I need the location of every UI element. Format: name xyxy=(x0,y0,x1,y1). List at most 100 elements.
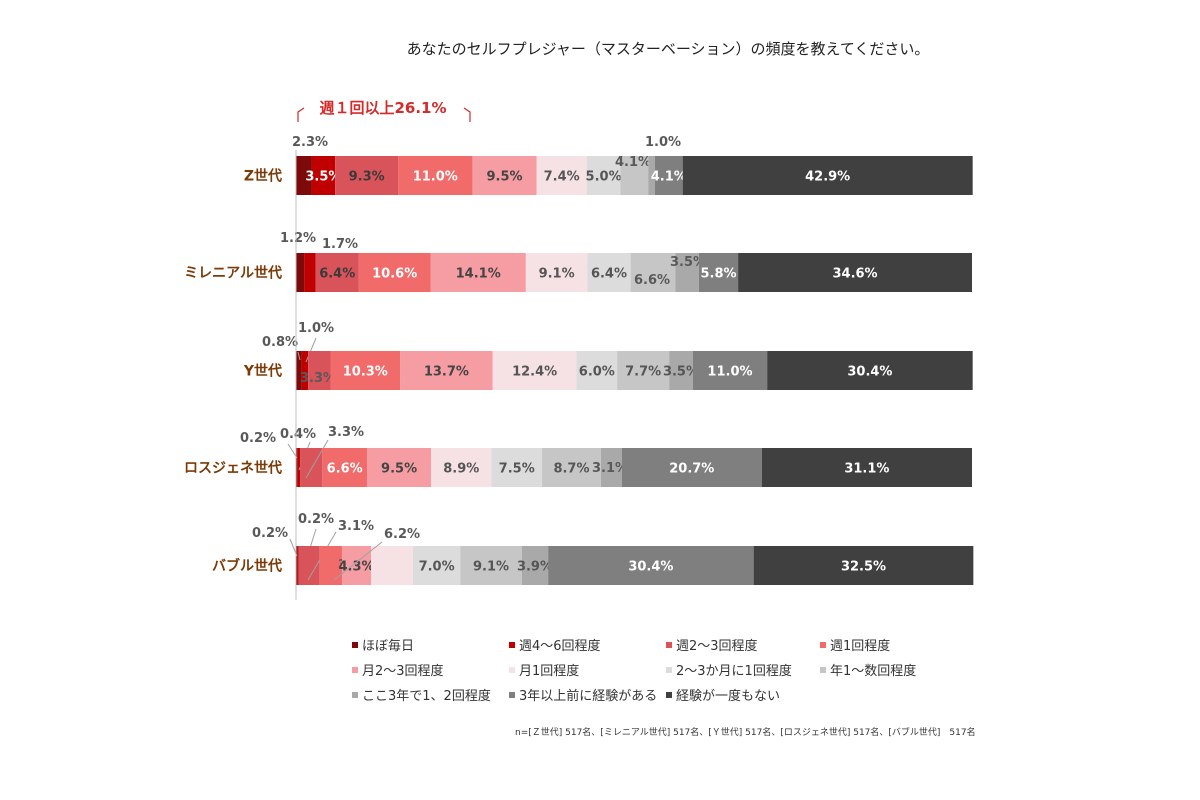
data-label: 6.6% xyxy=(327,462,363,477)
bar-segment xyxy=(301,351,309,390)
data-label: 1.2% xyxy=(280,231,316,246)
legend-label: 月1回程度 xyxy=(519,663,579,679)
bar-segment xyxy=(600,448,622,487)
bar-segment xyxy=(296,351,302,390)
legend-item: ここ3年で1、2回程度 xyxy=(352,688,491,704)
weekly-bracket: 週１回以上26.1% xyxy=(297,99,471,122)
bar-segment xyxy=(322,448,367,487)
bar-segment xyxy=(682,156,973,195)
bar-segment xyxy=(491,448,543,487)
bracket-right xyxy=(463,107,471,122)
bar-segment xyxy=(654,156,683,195)
bar-segment xyxy=(586,156,621,195)
bar-segment xyxy=(298,546,320,585)
bar-segment xyxy=(297,448,301,487)
bar-segment xyxy=(698,253,739,292)
bar-segment xyxy=(548,546,754,585)
legend-item: 週2～3回程度 xyxy=(666,638,758,654)
data-label: 5.8% xyxy=(700,267,736,282)
bar-segment xyxy=(330,351,401,390)
bar-segment xyxy=(366,448,432,487)
data-label: 4.3% xyxy=(338,560,374,575)
legend-swatch xyxy=(820,642,826,648)
bar-segment xyxy=(767,351,973,390)
data-label: 0.4% xyxy=(280,427,316,442)
bar-segment xyxy=(620,156,649,195)
legend-swatch xyxy=(352,667,358,673)
bar-segment xyxy=(358,253,431,292)
data-label: 10.3% xyxy=(343,365,388,380)
bar-segment xyxy=(738,253,972,292)
data-label: 30.4% xyxy=(847,365,892,380)
data-label: 7.7% xyxy=(625,365,661,380)
data-label: 3.1% xyxy=(338,519,374,534)
bar-segment xyxy=(648,156,655,195)
bar-row: バブル世代0.2%0.2%3.1%3.3%4.3%6.2%7.0%9.1%3.9… xyxy=(212,512,974,585)
bar-segment xyxy=(398,156,473,195)
data-label: 12.4% xyxy=(512,365,557,380)
data-label: 3.5% xyxy=(663,365,699,380)
data-label: 3.3% xyxy=(300,371,336,386)
data-label: 3.3% xyxy=(328,425,364,440)
bar-segment xyxy=(315,253,359,292)
bar-segment xyxy=(296,546,298,585)
legend-swatch xyxy=(509,642,515,648)
legend-label: 年1～数回程度 xyxy=(830,663,916,679)
data-label: 4.1% xyxy=(615,155,651,170)
legend-label: 3年以上前に経験がある xyxy=(519,688,657,704)
bar-segment xyxy=(617,351,670,390)
data-label: 3.1% xyxy=(592,461,628,476)
legend-label: 週1回程度 xyxy=(830,638,890,654)
bar-segment xyxy=(304,253,316,292)
bar-segment xyxy=(296,448,298,487)
data-label: 10.6% xyxy=(372,267,417,282)
bar-segment xyxy=(297,546,299,585)
legend-item: 2～3か月に1回程度 xyxy=(666,663,792,679)
legend-item: 経験が一度もない xyxy=(666,688,780,704)
bar-segment xyxy=(761,448,972,487)
data-label: 6.0% xyxy=(579,365,615,380)
legend-label: 月2～3回程度 xyxy=(362,663,444,679)
leader-line xyxy=(297,351,301,361)
data-label: 14.1% xyxy=(456,267,501,282)
legend-swatch xyxy=(666,692,672,698)
data-label: 9.1% xyxy=(539,267,575,282)
bracket-left xyxy=(297,107,305,122)
data-label: 2.3% xyxy=(292,135,328,150)
data-label: 6.2% xyxy=(384,527,420,542)
bar-segment xyxy=(576,351,618,390)
legend-item: 月1回程度 xyxy=(509,663,579,679)
legend-item: 年1～数回程度 xyxy=(820,663,916,679)
legend-label: ほぼ毎日 xyxy=(362,638,414,654)
category-label: ミレニアル世代 xyxy=(184,265,282,282)
leader-line xyxy=(305,439,329,479)
bar-segment xyxy=(492,351,577,390)
legend-label: 週4～6回程度 xyxy=(519,638,601,654)
data-label: 3.5% xyxy=(670,255,706,270)
bar-segment xyxy=(300,448,323,487)
data-label: 7.0% xyxy=(419,560,455,575)
data-label: 1.0% xyxy=(298,321,334,336)
bar-segment xyxy=(335,156,399,195)
category-label: ロスジェネ世代 xyxy=(184,460,282,477)
data-label: 7.5% xyxy=(499,462,535,477)
data-label: 0.2% xyxy=(252,526,288,541)
data-label: 13.7% xyxy=(424,365,469,380)
data-label: 1.7% xyxy=(322,237,358,252)
bar-segment xyxy=(311,156,336,195)
data-label: 0.2% xyxy=(240,431,276,446)
data-label: 8.9% xyxy=(443,462,479,477)
data-label: 32.5% xyxy=(841,560,886,575)
leader-line xyxy=(305,337,317,363)
bar-segment xyxy=(536,156,587,195)
legend-label: 2～3か月に1回程度 xyxy=(676,663,792,679)
legend-item: ほぼ毎日 xyxy=(352,638,414,654)
data-label: 3.9% xyxy=(517,560,553,575)
legend-swatch xyxy=(509,692,515,698)
bar-segment xyxy=(753,546,974,585)
category-label: Z世代 xyxy=(244,168,282,185)
